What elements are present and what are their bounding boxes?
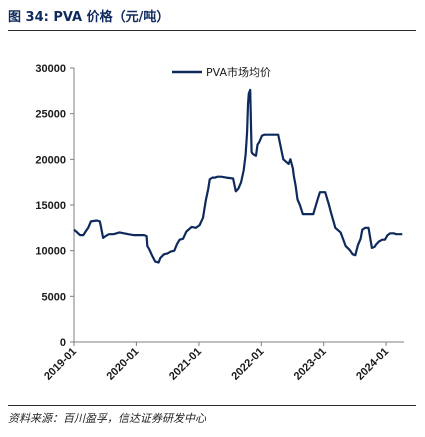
y-tick-label: 0 [60,337,66,349]
x-tick-label: 2023-01 [292,346,329,383]
title-rule [8,30,416,31]
x-tick-label: 2020-01 [104,346,141,383]
y-tick-label: 10000 [35,246,66,258]
x-tick-label: 2022-01 [229,346,266,383]
y-tick-label: 5000 [42,291,66,303]
y-tick-label: 20000 [35,154,66,166]
series-line-1 [73,88,403,264]
plot-area [73,88,403,264]
figure-title: 图 34: PVA 价格（元/吨） [8,10,170,25]
x-tick-label: 2021-01 [167,346,204,383]
x-tick-label: 2024-01 [354,346,391,383]
source-note: 资料来源：百川盈孚，信达证券研发中心 [8,412,206,425]
legend: PVA市场均价 [172,65,271,79]
y-tick-label: 25000 [35,109,66,121]
legend-label: PVA市场均价 [206,65,271,79]
source-rule [8,405,416,406]
y-axis: 0 5000 10000 15000 20000 25000 30000 [35,63,75,349]
x-axis: 2019-01 2020-01 2021-01 2022-01 2023-01 2024-… [42,341,404,383]
y-tick-label: 30000 [35,63,66,75]
x-tick-label: 2019-01 [42,346,79,383]
y-tick-label: 15000 [35,200,66,212]
